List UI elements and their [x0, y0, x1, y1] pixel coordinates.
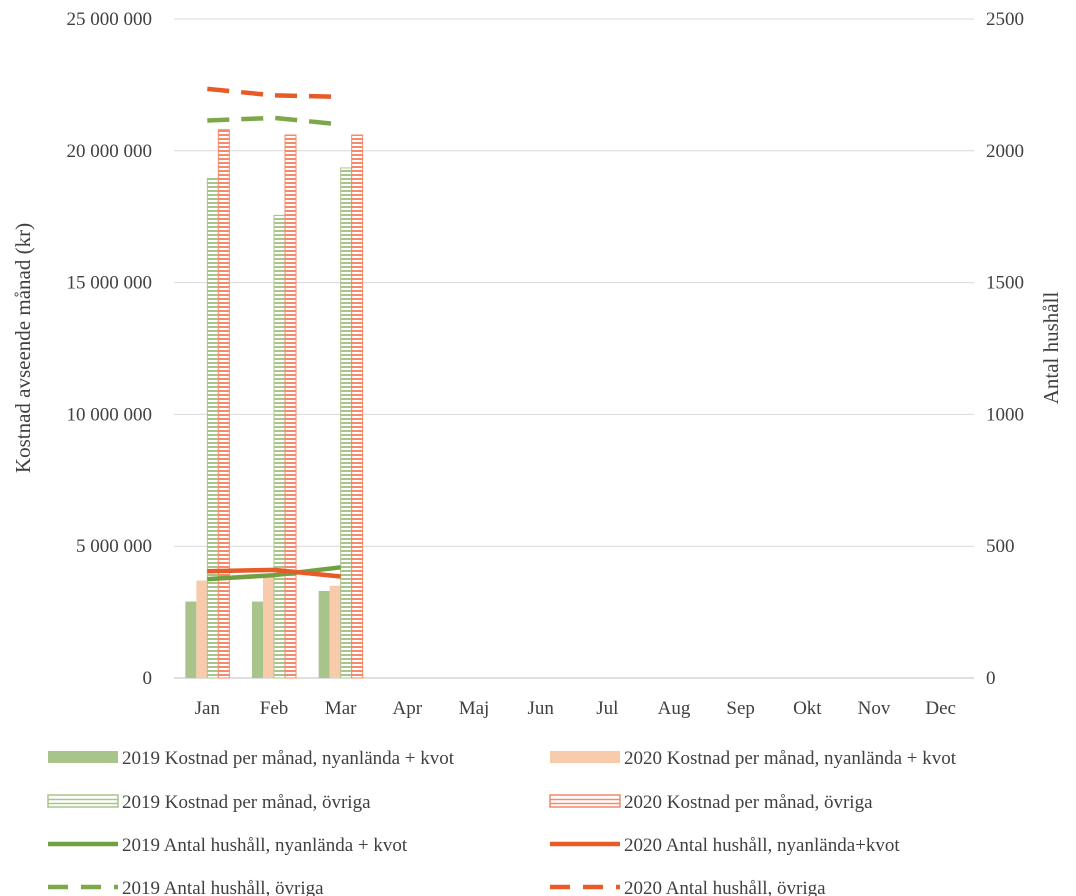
series-line: [207, 567, 341, 579]
legend: 2019 Kostnad per månad, nyanlända + kvot…: [47, 748, 957, 896]
bar: [217, 129, 230, 679]
legend-label: 2020 Kostnad per månad, övriga: [624, 792, 873, 813]
x-tick-label: Sep: [726, 698, 755, 719]
legend-label: 2020 Antal hushåll, övriga: [624, 878, 826, 896]
y2-tick-label: 2000: [986, 141, 1024, 162]
bar: [263, 577, 274, 678]
legend-label: 2019 Antal hushåll, övriga: [122, 878, 324, 896]
legend-swatch: [550, 751, 620, 763]
bar: [329, 585, 341, 678]
y2-tick-label: 1000: [986, 404, 1024, 425]
x-tick-label: Apr: [393, 698, 423, 719]
bar: [185, 601, 197, 678]
legend-label: 2020 Antal hushåll, nyanlända+kvot: [624, 835, 900, 856]
y2-tick-label: 1500: [986, 273, 1024, 294]
x-tick-label: Feb: [260, 698, 289, 719]
legend-label: 2019 Kostnad per månad, nyanlända + kvot: [122, 748, 455, 769]
x-tick-label: Okt: [793, 698, 822, 719]
bar: [206, 177, 219, 679]
y2-axis-ticks: 0 500 1000 1500 2000 2500: [986, 9, 1024, 689]
y-tick-label: 10 000 000: [67, 404, 153, 425]
y-tick-label: 20 000 000: [67, 141, 153, 162]
legend-label: 2019 Antal hushåll, nyanlända + kvot: [122, 835, 408, 856]
y-tick-label: 0: [143, 668, 153, 689]
y-tick-label: 5 000 000: [76, 536, 152, 557]
y-tick-label: 25 000 000: [67, 9, 153, 30]
y2-tick-label: 500: [986, 536, 1015, 557]
bar: [284, 134, 297, 679]
legend-label: 2019 Kostnad per månad, övriga: [122, 792, 371, 813]
y2-axis-label: Antal hushåll: [1039, 292, 1063, 405]
bar: [351, 134, 364, 679]
series-line: [207, 115, 341, 127]
bars: [185, 129, 364, 679]
y-tick-label: 15 000 000: [67, 273, 153, 294]
y-axis-label: Kostnad avseende månad (kr): [11, 223, 35, 473]
x-tick-label: Mar: [325, 698, 357, 719]
bar: [252, 601, 263, 678]
lines: [207, 86, 341, 582]
x-tick-label: Jun: [527, 698, 554, 719]
bar: [318, 591, 330, 678]
y-axis-ticks: 0 5 000 000 10 000 000 15 000 000 20 000 000…: [67, 9, 153, 689]
gridlines: [174, 18, 974, 679]
bar: [340, 167, 353, 679]
y2-tick-label: 2500: [986, 9, 1024, 30]
y2-tick-label: 0: [986, 668, 996, 689]
series-line: [207, 86, 341, 100]
x-tick-label: Aug: [658, 698, 691, 719]
bar: [273, 214, 286, 679]
x-tick-label: Jul: [596, 698, 618, 719]
x-tick-label: Dec: [925, 698, 956, 719]
x-tick-label: Nov: [858, 698, 891, 719]
legend-swatch: [47, 794, 119, 808]
legend-swatch: [48, 751, 118, 763]
legend-label: 2020 Kostnad per månad, nyanlända + kvot: [624, 748, 957, 769]
x-axis-ticks: Jan Feb Mar Apr Maj Jun Jul Aug Sep Okt Nov Dec: [195, 698, 956, 719]
x-tick-label: Jan: [195, 698, 221, 719]
series-line: [207, 565, 341, 582]
bar: [196, 580, 208, 678]
legend-swatch: [549, 794, 621, 808]
x-tick-label: Maj: [459, 698, 490, 719]
